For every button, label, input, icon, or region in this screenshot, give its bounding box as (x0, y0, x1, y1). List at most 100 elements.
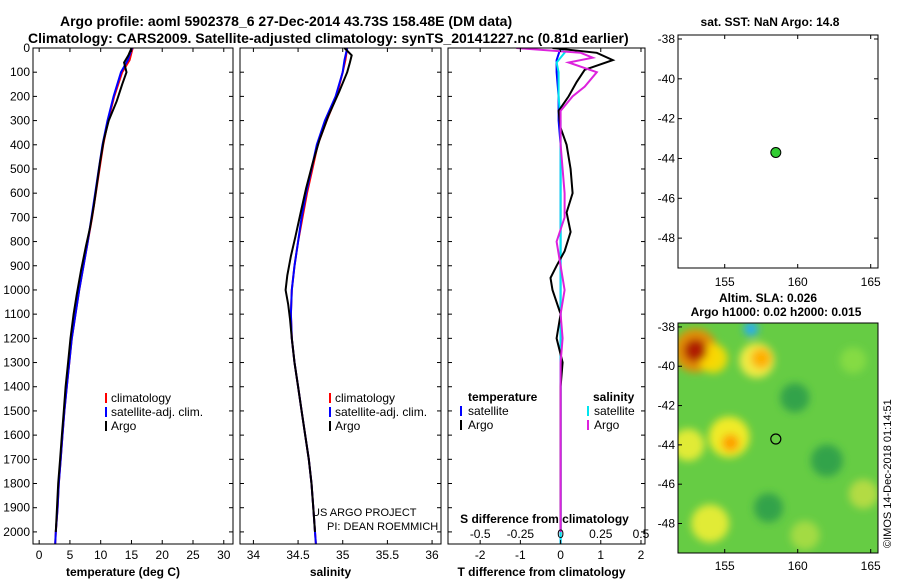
temperature-ytick-label: 200 (10, 89, 30, 103)
salinity-xtick-label: 34.5 (286, 548, 310, 562)
sst-map-frame (677, 34, 879, 269)
sla-heatmap-cell (691, 504, 730, 543)
sst-map-ytick-label: -42 (658, 112, 676, 126)
sla-map-ytick-label: -42 (658, 399, 676, 413)
sst-map-ytick-label: -40 (658, 72, 676, 86)
sla-map-ytick-label: -44 (658, 438, 676, 452)
sla-map-title-line2: Argo h1000: 0.02 h2000: 0.015 (691, 305, 862, 319)
imos-watermark: ©IMOS 14-Dec-2018 01:14:51 (882, 399, 894, 548)
sla-map-title-line1: Altim. SLA: 0.026 (719, 291, 817, 305)
credit-line1: US ARGO PROJECT (312, 507, 417, 519)
sst-map-panel: 155 160 165 -38 -40 -42 -44 -46 -48 sat. SST: NaN… (658, 15, 881, 289)
temperature-xtick-label: 5 (67, 548, 74, 562)
temperature-ytick-label: 600 (10, 186, 30, 200)
difference-xtick-label: -1 (515, 548, 526, 562)
difference-xtick-label: 0 (557, 548, 564, 562)
sst-map-xtick-label: 155 (715, 275, 735, 289)
salinity-panel: 34 34.5 35 35.5 36 salinity climatologysatelli… (239, 47, 442, 579)
difference-xlabel-top: S difference from climatology (460, 512, 629, 526)
temperature-ytick-label: 100 (10, 65, 30, 79)
temperature-legend-label: Argo (111, 419, 137, 433)
temperature-ytick-label: 1700 (3, 452, 30, 466)
sla-heatmap-cell (678, 428, 705, 461)
temperature-ytick-label: 300 (10, 114, 30, 128)
difference-stick-label: 0.5 (633, 527, 650, 541)
credit-line2: PI: DEAN ROEMMICH (327, 521, 438, 533)
temperature-ytick-label: 1500 (3, 404, 30, 418)
sla-map-ytick-label: -48 (658, 517, 676, 531)
sla-map-xtick-label: 165 (861, 559, 881, 573)
temperature-ytick-label: 1100 (4, 307, 30, 321)
sst-map-title: sat. SST: NaN Argo: 14.8 (701, 15, 840, 29)
temperature-legend-label: satellite-adj. clim. (111, 405, 203, 419)
temperature-ytick-label: 800 (10, 235, 30, 249)
difference-stick-label: -0.25 (507, 527, 535, 541)
sla-map-frame (677, 322, 879, 554)
temperature-panel: 0 5 10 15 20 25 300100200300400500600700800900… (3, 41, 234, 579)
salinity-xlabel: salinity (310, 565, 352, 579)
figure-title-line2: Climatology: CARS2009. Satellite-adjuste… (28, 30, 629, 46)
temperature-frame (32, 47, 234, 545)
difference-stick-label: 0.25 (589, 527, 613, 541)
difference-legend-right-label: Argo (594, 418, 620, 432)
sla-map-xtick-label: 160 (788, 559, 808, 573)
temperature-xtick-label: 30 (217, 548, 231, 562)
sla-heatmap-cell (750, 348, 772, 369)
temperature-series-group (54, 48, 134, 544)
temperature-line-climatology (54, 48, 134, 544)
temperature-xtick-label: 0 (36, 548, 43, 562)
sla-heatmap-cell (753, 493, 784, 523)
sst-map-xtick-label: 160 (788, 275, 808, 289)
sla-heatmap-blobs (678, 323, 878, 550)
salinity-line-argo (284, 48, 353, 532)
sla-heatmap-cell (790, 520, 820, 550)
sla-map-panel: 155 160 165 -38 -40 -42 -44 -46 -48 Altim. SLA: 0… (658, 291, 881, 573)
temperature-ytick-label: 500 (10, 162, 30, 176)
sla-map-ytick-label: -46 (658, 477, 676, 491)
temperature-ytick-label: 700 (10, 210, 30, 224)
sst-map-argo-marker (770, 146, 782, 158)
temperature-ytick-label: 1400 (3, 380, 30, 394)
difference-panel: -2 -1 0 1 2 T difference from climatology -0.5… (447, 47, 650, 579)
difference-frame (447, 47, 646, 545)
sla-heatmap-cell (743, 323, 759, 337)
salinity-xtick-label: 35 (336, 548, 350, 562)
difference-xtick-label: -2 (475, 548, 486, 562)
salinity-legend-label: satellite-adj. clim. (335, 405, 427, 419)
salinity-xtick-label: 35.5 (376, 548, 400, 562)
difference-legend-left-label: satellite (468, 404, 509, 418)
salinity-line-satellite-adj-clim- (289, 48, 349, 544)
sla-heatmap-cell (780, 383, 810, 413)
figure-title-line1: Argo profile: aoml 5902378_6 27-Dec-2014… (60, 13, 512, 29)
sla-heatmap-group (678, 323, 878, 553)
difference-legend-left-label: Argo (468, 418, 494, 432)
salinity-line-climatology (289, 48, 349, 544)
sst-map-ytick-label: -38 (658, 32, 676, 46)
difference-legend-temp-title: temperature (468, 390, 538, 404)
temperature-ytick-label: 1000 (3, 283, 30, 297)
difference-stick-label: 0 (557, 527, 564, 541)
salinity-xtick-label: 36 (425, 548, 439, 562)
sst-map-xtick-label: 165 (861, 275, 881, 289)
difference-xtick-label: 2 (638, 548, 645, 562)
temperature-ytick-label: 2000 (3, 525, 30, 539)
temperature-xtick-label: 25 (186, 548, 200, 562)
temperature-xtick-label: 10 (94, 548, 108, 562)
temperature-line-argo (54, 48, 133, 532)
sla-map-ytick-label: -40 (658, 359, 676, 373)
temperature-ytick-label: 1200 (3, 331, 30, 345)
temperature-ytick-label: 1300 (3, 356, 30, 370)
temperature-xtick-label: 15 (125, 548, 139, 562)
sla-heatmap-cell (721, 434, 740, 452)
temperature-legend-label: climatology (111, 391, 171, 405)
salinity-legend-label: Argo (335, 419, 361, 433)
difference-xtick-label: 1 (597, 548, 604, 562)
temperature-ytick-label: 1800 (3, 477, 30, 491)
sla-map-ytick-label: -38 (658, 320, 676, 334)
sla-map-xtick-label: 155 (715, 559, 735, 573)
temperature-ytick-label: 900 (10, 259, 30, 273)
salinity-series-group (284, 48, 353, 544)
temperature-ytick-label: 400 (10, 138, 30, 152)
temperature-line-satellite-adj-clim- (54, 48, 134, 544)
difference-line-t-argo (549, 48, 616, 532)
